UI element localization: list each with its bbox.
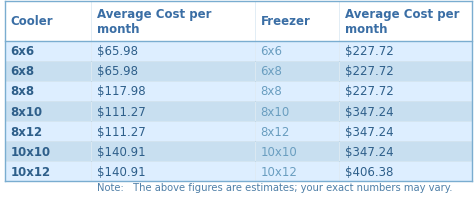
Text: $227.72: $227.72 xyxy=(344,45,393,58)
Bar xyxy=(5,42,91,62)
Bar xyxy=(254,122,338,142)
Bar xyxy=(254,2,338,42)
Text: $227.72: $227.72 xyxy=(344,85,393,98)
Bar xyxy=(5,2,91,42)
Text: 6x8: 6x8 xyxy=(10,65,35,78)
Text: 10x10: 10x10 xyxy=(260,145,297,158)
Text: Average Cost per
month: Average Cost per month xyxy=(97,8,211,36)
Text: $140.91: $140.91 xyxy=(97,145,145,158)
Text: 8x10: 8x10 xyxy=(260,105,289,118)
Text: 8x12: 8x12 xyxy=(260,125,289,138)
Bar xyxy=(254,42,338,62)
Bar xyxy=(338,82,471,102)
Text: 10x12: 10x12 xyxy=(260,165,297,178)
Text: $111.27: $111.27 xyxy=(97,125,146,138)
Text: $347.24: $347.24 xyxy=(344,105,393,118)
Bar xyxy=(338,142,471,162)
Text: 6x6: 6x6 xyxy=(10,45,35,58)
Bar xyxy=(338,2,471,42)
Bar xyxy=(338,162,471,182)
Text: 8x10: 8x10 xyxy=(10,105,42,118)
Bar xyxy=(5,122,91,142)
Bar xyxy=(254,142,338,162)
Bar xyxy=(91,142,254,162)
Text: 8x8: 8x8 xyxy=(260,85,282,98)
Bar xyxy=(338,42,471,62)
Bar xyxy=(338,122,471,142)
Text: 10x12: 10x12 xyxy=(10,165,50,178)
Bar xyxy=(91,162,254,182)
Text: 6x6: 6x6 xyxy=(260,45,282,58)
Bar xyxy=(91,62,254,82)
Text: Note:   The above figures are estimates; your exact numbers may vary.: Note: The above figures are estimates; y… xyxy=(97,183,452,193)
Bar xyxy=(91,82,254,102)
Bar xyxy=(91,2,254,42)
Bar xyxy=(91,102,254,122)
Bar xyxy=(338,62,471,82)
Bar xyxy=(5,142,91,162)
Bar xyxy=(254,62,338,82)
Bar xyxy=(338,102,471,122)
Text: $65.98: $65.98 xyxy=(97,65,138,78)
Text: 6x8: 6x8 xyxy=(260,65,282,78)
Text: $347.24: $347.24 xyxy=(344,145,393,158)
Bar xyxy=(5,102,91,122)
Bar xyxy=(91,42,254,62)
Text: $406.38: $406.38 xyxy=(344,165,392,178)
Text: 8x8: 8x8 xyxy=(10,85,35,98)
Text: Average Cost per
month: Average Cost per month xyxy=(344,8,458,36)
Bar xyxy=(254,102,338,122)
Text: $140.91: $140.91 xyxy=(97,165,145,178)
Text: Freezer: Freezer xyxy=(260,15,310,28)
Text: $65.98: $65.98 xyxy=(97,45,138,58)
Text: Cooler: Cooler xyxy=(10,15,53,28)
Bar xyxy=(91,122,254,142)
Bar xyxy=(5,82,91,102)
Text: $117.98: $117.98 xyxy=(97,85,145,98)
Bar xyxy=(254,162,338,182)
Text: $347.24: $347.24 xyxy=(344,125,393,138)
Text: $227.72: $227.72 xyxy=(344,65,393,78)
Bar xyxy=(5,162,91,182)
Text: 10x10: 10x10 xyxy=(10,145,50,158)
Text: 8x12: 8x12 xyxy=(10,125,42,138)
Text: $111.27: $111.27 xyxy=(97,105,146,118)
Bar xyxy=(254,82,338,102)
Bar xyxy=(5,62,91,82)
